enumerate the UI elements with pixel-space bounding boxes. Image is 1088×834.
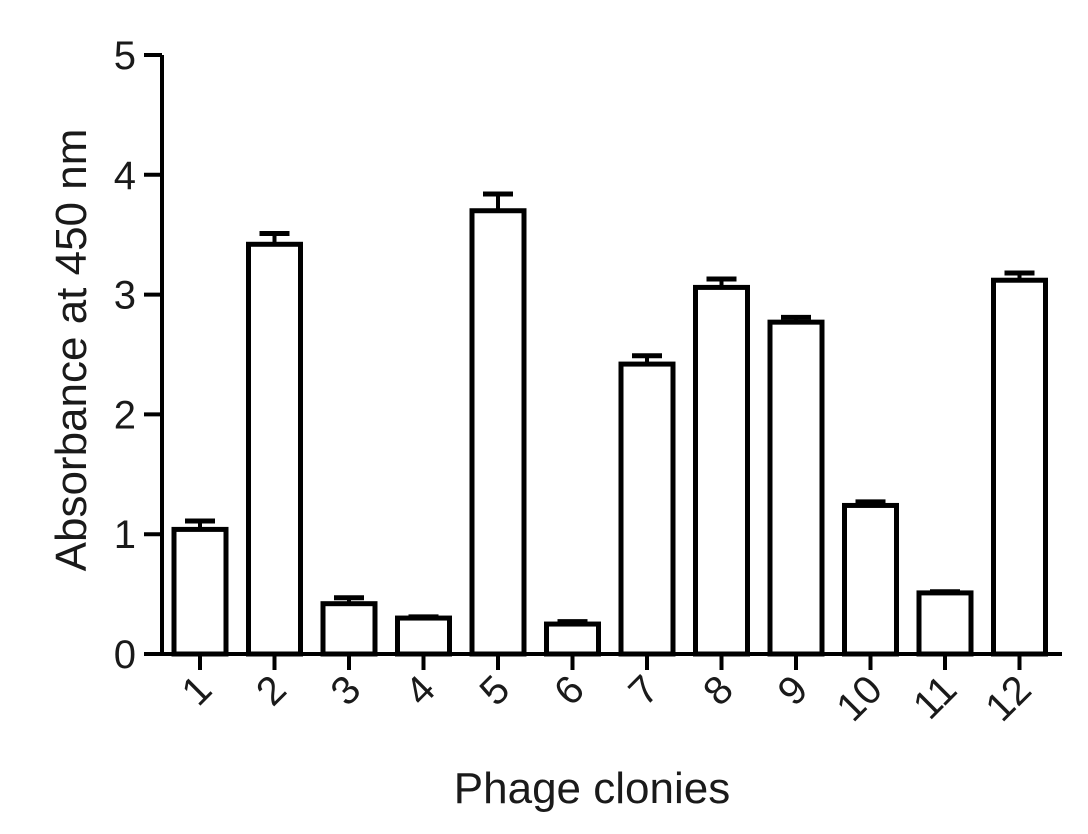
x-tick-label-12: 12 bbox=[977, 667, 1040, 730]
bar-1 bbox=[171, 526, 229, 657]
bar-9 bbox=[767, 319, 825, 657]
y-tick-label: 4 bbox=[114, 154, 136, 198]
bar-7 bbox=[618, 361, 676, 657]
bar-2 bbox=[246, 241, 303, 657]
x-tick-label-7: 7 bbox=[621, 667, 668, 714]
x-axis-title: Phage clonies bbox=[454, 764, 730, 813]
x-tick-label-6: 6 bbox=[546, 667, 593, 714]
y-tick-label: 5 bbox=[114, 34, 136, 78]
bar-4 bbox=[395, 615, 452, 657]
y-tick-label: 1 bbox=[114, 513, 136, 557]
y-tick-label: 3 bbox=[114, 274, 136, 318]
y-axis-title: Absorbance at 450 nm bbox=[47, 129, 96, 572]
bar-3 bbox=[320, 601, 378, 657]
x-tick-label-3: 3 bbox=[323, 667, 370, 714]
bar-11 bbox=[916, 590, 974, 657]
x-tick-label-2: 2 bbox=[248, 667, 295, 714]
x-tick-label-5: 5 bbox=[472, 667, 519, 714]
x-tick-label-11: 11 bbox=[905, 667, 965, 727]
x-tick-label-4: 4 bbox=[397, 667, 444, 714]
x-tick-label-10: 10 bbox=[828, 667, 891, 730]
y-axis-ticks: 0 1 2 3 4 5 bbox=[114, 34, 162, 677]
bar-6 bbox=[544, 621, 601, 657]
bar-12 bbox=[991, 277, 1048, 657]
bar-10 bbox=[842, 502, 899, 657]
bars bbox=[171, 191, 1048, 657]
y-tick-label: 0 bbox=[114, 633, 136, 677]
x-tick-label-1: 1 bbox=[174, 667, 221, 714]
x-tick-label-9: 9 bbox=[770, 667, 817, 714]
y-tick-label: 2 bbox=[114, 393, 136, 437]
x-axis-ticks: 1 2 3 4 5 6 7 8 9 10 11 12 bbox=[174, 654, 1040, 730]
bar-5 bbox=[469, 208, 527, 657]
bar-8 bbox=[693, 284, 750, 657]
x-tick-label-8: 8 bbox=[695, 667, 742, 714]
